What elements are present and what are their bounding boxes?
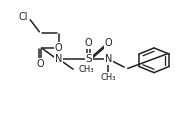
Text: Cl: Cl bbox=[19, 12, 28, 22]
Text: O: O bbox=[104, 38, 112, 48]
Text: N: N bbox=[105, 54, 112, 64]
Text: O: O bbox=[85, 38, 93, 48]
Text: S: S bbox=[85, 54, 92, 64]
Text: O: O bbox=[36, 59, 44, 69]
Text: CH₃: CH₃ bbox=[79, 65, 94, 74]
Text: CH₃: CH₃ bbox=[100, 73, 116, 82]
Text: N: N bbox=[55, 54, 62, 64]
Text: O: O bbox=[55, 43, 62, 53]
